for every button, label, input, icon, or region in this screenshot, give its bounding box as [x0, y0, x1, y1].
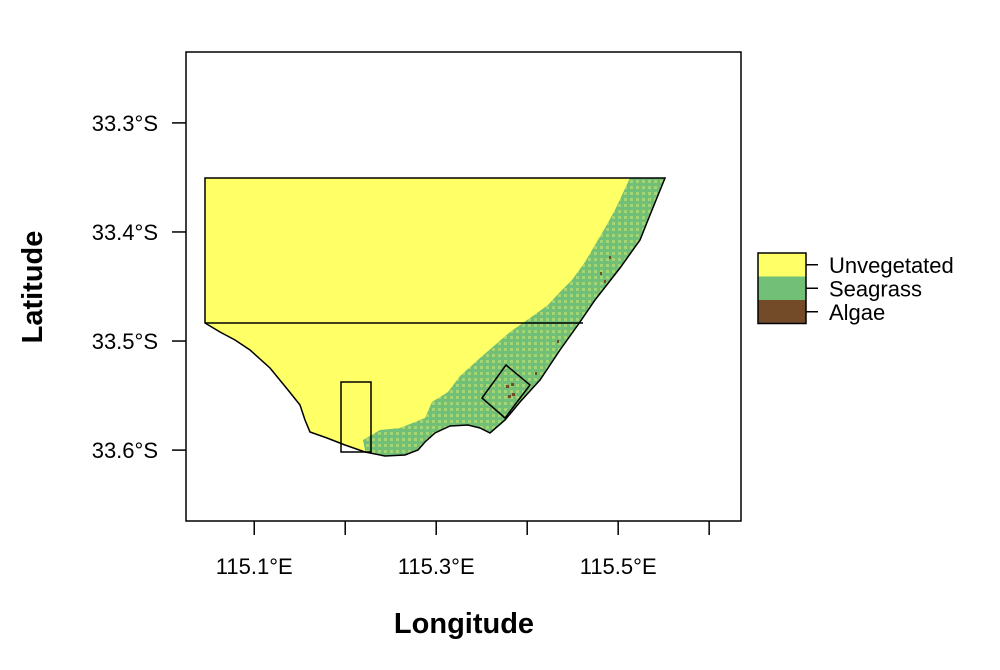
legend-swatch: [758, 300, 806, 324]
legend-label: Unvegetated: [829, 253, 954, 278]
legend-swatch: [758, 253, 806, 277]
study-box-west: [340, 381, 372, 453]
y-tick-label: 33.3°S: [92, 111, 158, 136]
x-axis: 115.1°E 115.3°E 115.5°E: [216, 521, 710, 579]
y-tick-label: 33.6°S: [92, 438, 158, 463]
legend-label: Algae: [829, 300, 885, 325]
y-axis-title: Latitude: [17, 231, 49, 344]
x-axis-title: Longitude: [394, 608, 534, 640]
legend-label: Seagrass: [829, 276, 922, 301]
coastline-outline: [204, 177, 667, 457]
legend-swatch: [758, 276, 806, 300]
x-tick-label: 115.3°E: [398, 554, 475, 579]
legend-frame: [757, 252, 807, 325]
study-box-east: [480, 363, 532, 420]
seagrass-band: [363, 178, 665, 456]
x-tick-label: 115.1°E: [216, 554, 293, 579]
y-tick-label: 33.5°S: [92, 329, 158, 354]
y-tick-label: 33.4°S: [92, 220, 158, 245]
y-axis: 33.3°S 33.4°S 33.5°S 33.6°S: [92, 111, 186, 463]
x-tick-label: 115.5°E: [580, 554, 657, 579]
